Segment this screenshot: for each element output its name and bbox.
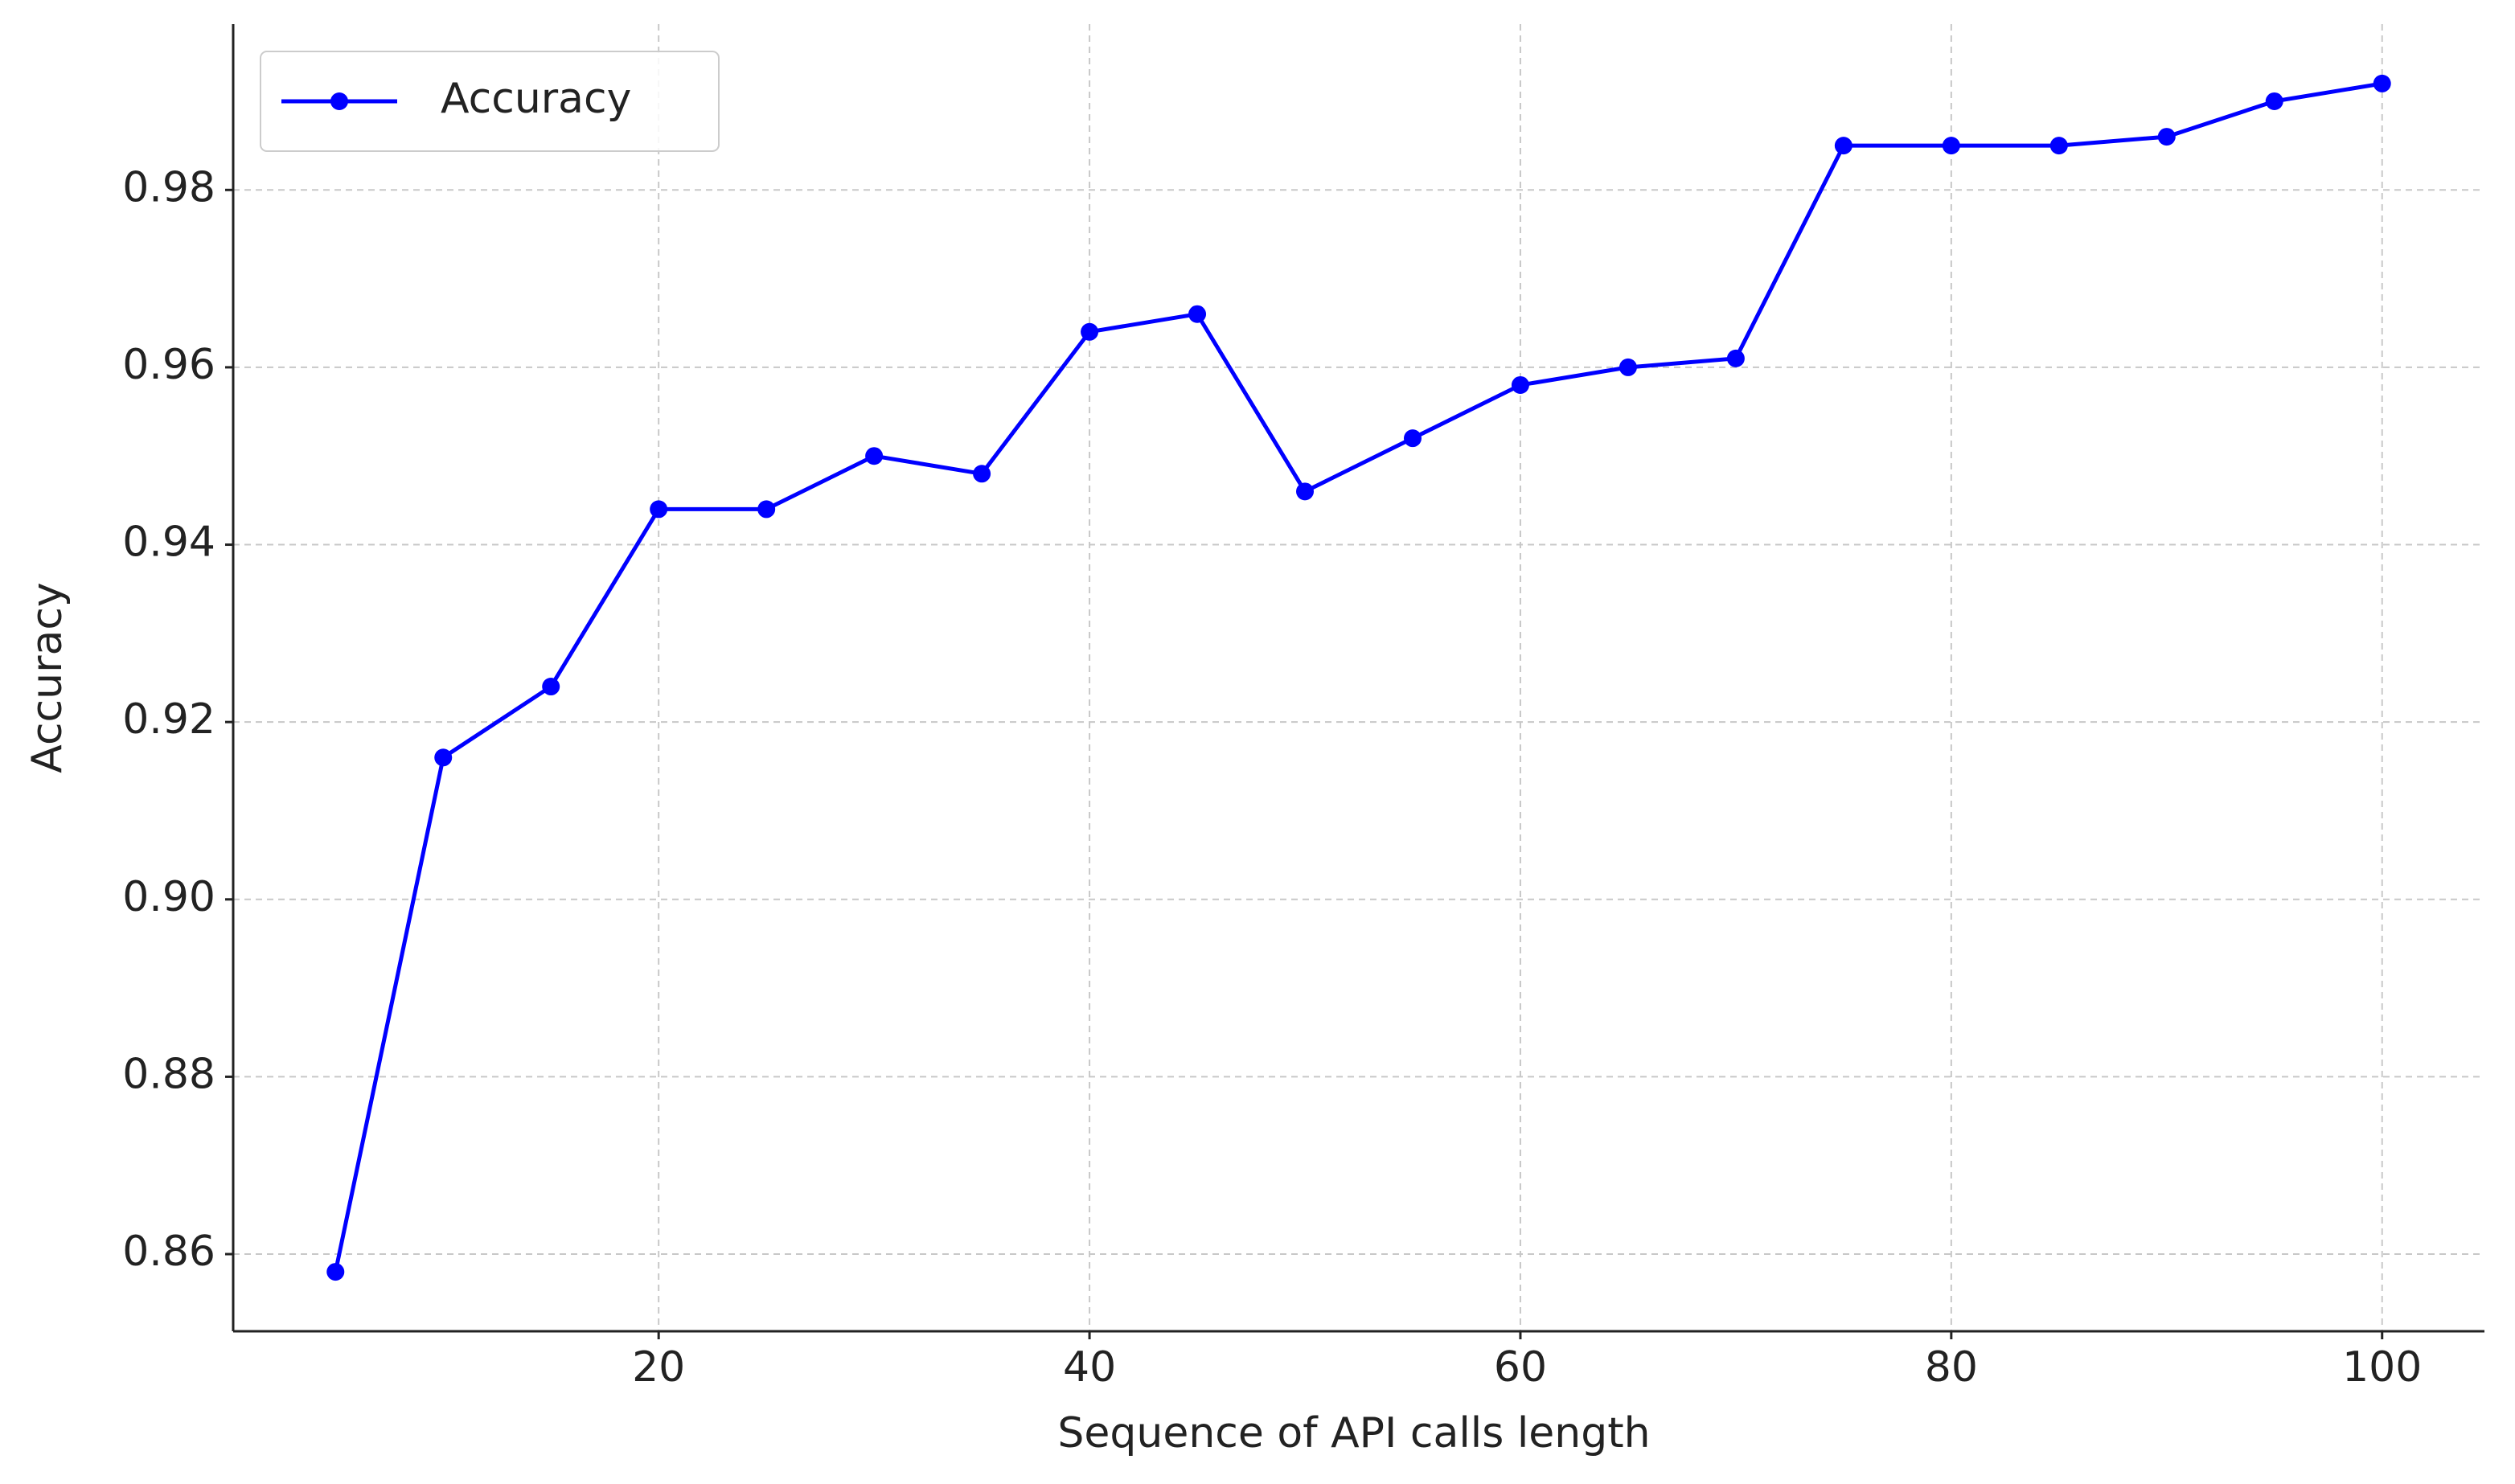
x-axis-label: Sequence of API calls length bbox=[1057, 1409, 1650, 1457]
y-axis-label: Accuracy bbox=[23, 582, 72, 773]
y-tick-label: 0.94 bbox=[122, 519, 215, 567]
legend-marker bbox=[330, 92, 348, 110]
x-tick-label: 60 bbox=[1494, 1343, 1547, 1392]
x-tick-label: 80 bbox=[1925, 1343, 1978, 1392]
legend: Accuracy bbox=[260, 51, 720, 152]
data-point bbox=[1619, 358, 1637, 376]
data-point bbox=[757, 500, 776, 519]
data-point bbox=[1296, 482, 1315, 501]
data-point bbox=[1942, 137, 1960, 155]
data-point bbox=[2373, 74, 2391, 92]
data-point bbox=[650, 500, 668, 519]
data-point bbox=[2157, 128, 2176, 146]
data-point bbox=[973, 465, 991, 483]
y-tick-label: 0.92 bbox=[122, 695, 215, 744]
data-point bbox=[1834, 137, 1852, 155]
data-point bbox=[1188, 305, 1207, 323]
data-point bbox=[1081, 322, 1099, 341]
legend-box bbox=[260, 51, 720, 152]
data-point bbox=[2049, 137, 2068, 155]
y-tick-label: 0.90 bbox=[122, 873, 215, 921]
data-point bbox=[1511, 375, 1529, 394]
data-point bbox=[542, 678, 560, 696]
x-tick-label: 20 bbox=[632, 1343, 685, 1392]
data-point bbox=[2265, 92, 2283, 110]
y-tick-label: 0.96 bbox=[122, 341, 215, 389]
data-point bbox=[865, 447, 884, 465]
data-point bbox=[434, 748, 453, 767]
data-point bbox=[1726, 349, 1745, 367]
data-point bbox=[326, 1263, 345, 1281]
data-line bbox=[333, 81, 2383, 1273]
x-tick-label: 100 bbox=[2342, 1343, 2422, 1392]
y-tick-label: 0.88 bbox=[122, 1050, 215, 1098]
y-tick-label: 0.86 bbox=[122, 1228, 215, 1276]
data-point bbox=[1403, 429, 1422, 448]
legend-label: Accuracy bbox=[441, 75, 631, 123]
y-tick-label: 0.98 bbox=[122, 163, 215, 211]
x-tick-label: 40 bbox=[1063, 1343, 1116, 1392]
